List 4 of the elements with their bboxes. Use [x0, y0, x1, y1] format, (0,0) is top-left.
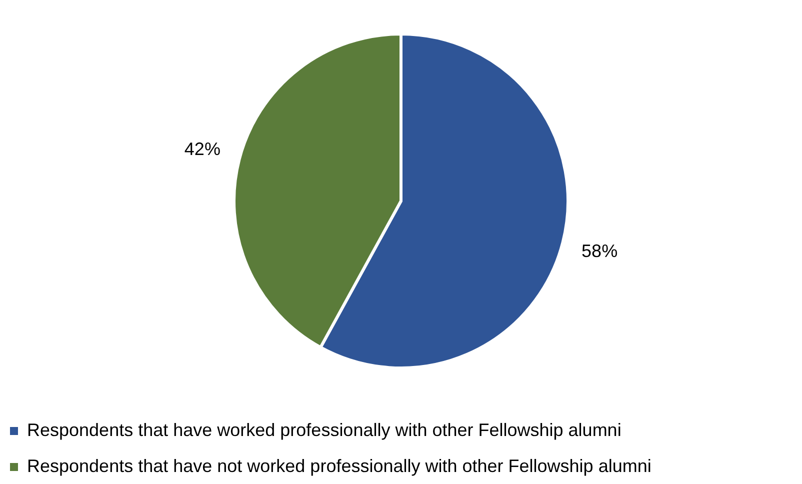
legend-label: Respondents that have worked professionally with other Fellowship alumni: [27, 420, 622, 440]
data-label: 42%: [184, 139, 220, 160]
data-label: 58%: [582, 240, 618, 261]
legend-label: Respondents that have not worked professionally with other Fellowship alumni: [27, 456, 652, 476]
